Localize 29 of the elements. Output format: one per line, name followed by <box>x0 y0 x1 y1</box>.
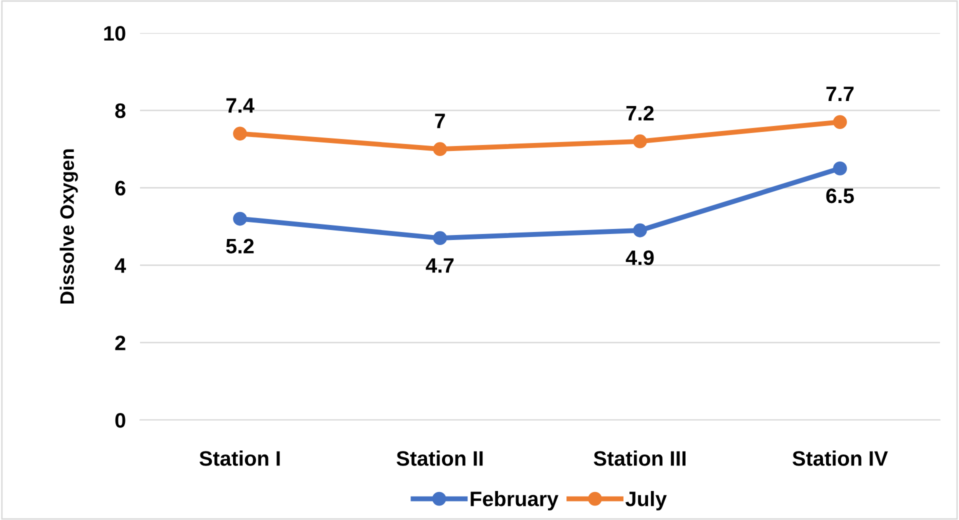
x-tick-label: Station III <box>594 450 686 466</box>
point <box>833 162 847 176</box>
data-label: 7 <box>435 114 445 128</box>
point <box>633 223 647 238</box>
data-label: 7.4 <box>226 98 254 113</box>
data-label: 6.5 <box>826 188 854 204</box>
y-axis-title: Dissolve Oxygen <box>60 149 78 304</box>
data-label: 5.2 <box>226 238 254 254</box>
x-tick-label: Station I <box>200 450 280 466</box>
point <box>233 212 247 226</box>
data-label: 7.7 <box>826 86 854 102</box>
legend-label: February <box>470 490 558 510</box>
y-tick-label: 10 <box>104 26 126 41</box>
y-tick-label: 8 <box>115 103 126 118</box>
data-label: 4.9 <box>626 250 654 266</box>
y-tick-label: 2 <box>115 336 126 350</box>
y-tick-label: 0 <box>115 413 126 428</box>
x-tick-label: Station II <box>396 450 483 466</box>
y-tick-label: 6 <box>115 180 126 196</box>
point <box>233 126 247 141</box>
legend-label: July <box>626 490 667 510</box>
point <box>833 115 847 129</box>
x-tick-label: Station IV <box>792 450 888 466</box>
data-label: 7.2 <box>626 106 654 120</box>
data-label: 4.7 <box>426 258 454 273</box>
point <box>633 134 647 148</box>
point <box>433 142 447 156</box>
point <box>433 231 447 246</box>
y-tick-label: 4 <box>114 258 126 273</box>
